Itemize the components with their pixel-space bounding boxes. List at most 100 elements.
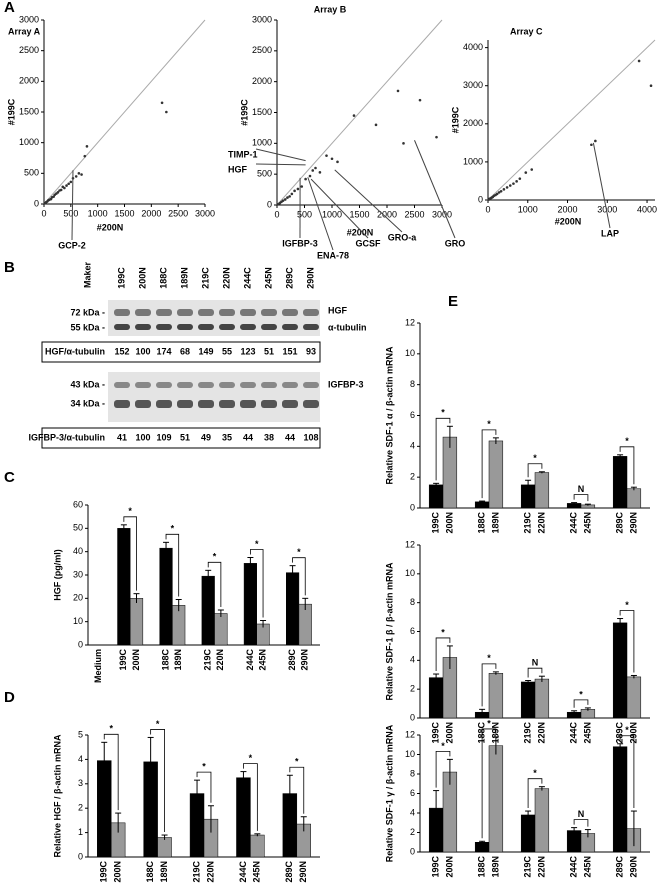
significance-label: * (128, 506, 132, 516)
y-tick-label: 1000 (19, 137, 39, 147)
x-tick-label: 245N (582, 512, 592, 534)
ratio-value: 49 (201, 432, 211, 442)
bar (627, 677, 641, 718)
lane-label: 219C (200, 267, 210, 289)
ratio-value: 35 (222, 432, 232, 442)
bar (299, 604, 312, 645)
bar (613, 623, 627, 718)
bar (215, 614, 228, 646)
leader-line (335, 170, 402, 232)
x-tick-label: 189N (490, 856, 500, 878)
ratio-value: 51 (264, 346, 274, 356)
point (165, 111, 168, 114)
significance-label: * (441, 627, 445, 637)
band-label: α-tubulin (328, 322, 367, 332)
x-tick-label: 189N (159, 861, 169, 883)
x-tick-label: 500 (63, 208, 78, 218)
significance-label: * (533, 453, 537, 463)
band (282, 309, 298, 316)
point (336, 161, 339, 164)
x-tick-label: 189N (490, 512, 500, 534)
band (114, 400, 130, 408)
band (240, 324, 256, 330)
band (303, 309, 319, 316)
x-tick-label: 188C (476, 511, 486, 533)
band (135, 382, 151, 388)
point (500, 190, 503, 193)
lane-label: 200N (137, 267, 147, 289)
annotation: GRO (445, 238, 466, 248)
y-tick-label: 3000 (19, 14, 39, 24)
band (282, 382, 298, 388)
x-axis-label: #200N (347, 227, 374, 237)
y-tick-label: 10 (73, 616, 83, 626)
point (638, 60, 641, 63)
significance-label: * (625, 436, 629, 446)
x-tick-label: 290N (298, 861, 308, 883)
band (135, 324, 151, 330)
point (397, 90, 400, 93)
point (293, 190, 296, 193)
ratio-label: HGF/α-tubulin (45, 346, 105, 356)
bar (118, 528, 131, 645)
y-tick-label: 6 (410, 788, 415, 798)
point (86, 145, 89, 148)
x-tick-label: 3000 (195, 208, 215, 218)
significance-bracket (574, 820, 588, 827)
point (309, 175, 312, 178)
significance-label: * (156, 719, 160, 729)
diagonal (277, 20, 442, 205)
point (311, 169, 314, 172)
panel-label: B (4, 259, 15, 276)
x-tick-label: 290N (628, 722, 638, 744)
bar (489, 673, 503, 718)
point (291, 193, 294, 196)
y-tick-label: 8 (410, 768, 415, 778)
x-tick-label: 188C (145, 860, 155, 882)
significance-label: * (625, 600, 629, 610)
x-axis-label: #200N (97, 222, 124, 232)
band (156, 309, 172, 316)
lane-label: 220N (221, 267, 231, 289)
bar (202, 576, 215, 645)
ratio-value: 51 (180, 432, 190, 442)
point (300, 185, 303, 188)
point (78, 172, 81, 175)
bar (535, 789, 549, 852)
chart-title: Array C (510, 26, 543, 36)
bar (250, 835, 264, 857)
x-tick-label: 289C (284, 860, 294, 882)
y-tick-label: 50 (73, 523, 83, 533)
band (261, 309, 277, 316)
significance-label: * (487, 718, 491, 728)
point (524, 171, 527, 174)
bar (627, 489, 641, 508)
x-tick-label: 290N (628, 856, 638, 878)
ratio-label: IGFBP-3/α-tubulin (28, 432, 105, 442)
y-tick-label: 12 (405, 317, 415, 327)
point (83, 155, 86, 158)
point (515, 180, 518, 183)
significance-bracket (574, 495, 588, 502)
lane-label: 189N (179, 267, 189, 289)
point (530, 168, 533, 171)
point (590, 143, 593, 146)
diagonal (488, 40, 655, 200)
point (419, 99, 422, 102)
band-label: IGFBP-3 (328, 379, 364, 389)
x-tick-label: 3000 (432, 209, 452, 219)
y-tick-label: 2000 (463, 118, 483, 128)
marker-label: 34 kDa - (70, 398, 105, 408)
band (282, 324, 298, 330)
band (240, 309, 256, 316)
bar (130, 598, 143, 645)
annotation: ENA-78 (317, 250, 349, 260)
diagonal (44, 20, 205, 204)
y-tick-label: 4 (410, 807, 415, 817)
ratio-value: 68 (180, 346, 190, 356)
marker-label: 43 kDa - (70, 379, 105, 389)
x-tick-label: 289C (614, 511, 624, 533)
x-tick-label: 219C (522, 855, 532, 877)
x-tick-label: 244C (238, 860, 248, 882)
band (156, 400, 172, 408)
